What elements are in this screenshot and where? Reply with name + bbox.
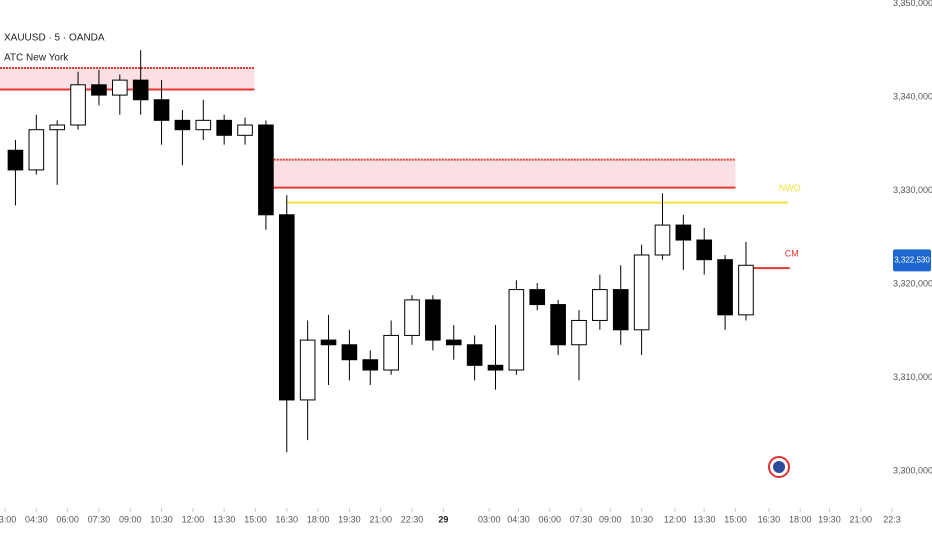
candle-body: [132, 79, 149, 101]
candle-body: [112, 79, 128, 96]
candle-body: [49, 124, 65, 131]
x-tick-label: 21:00: [849, 514, 872, 524]
chart-title: XAUUSD · 5 · OANDA: [4, 33, 105, 44]
x-tick-label: 07:30: [570, 514, 593, 524]
x-tick-label: 07:30: [88, 514, 111, 524]
candle-body: [383, 334, 399, 371]
zone: [0, 67, 255, 90]
x-tick-label: 10:30: [630, 514, 653, 524]
candle-body: [216, 119, 232, 136]
candle-body: [717, 259, 733, 316]
candle-body: [612, 289, 629, 331]
x-tick-label: 03:00: [478, 514, 501, 524]
x-tick-label: 09:00: [119, 514, 142, 524]
candle-body: [529, 289, 546, 306]
x-tick-label: 12:00: [182, 514, 205, 524]
x-tick-label: 18:00: [307, 514, 330, 524]
candle-body: [404, 299, 420, 336]
x-tick-label: 16:30: [758, 514, 781, 524]
last-price-box: [893, 249, 931, 272]
candle-body: [278, 214, 295, 401]
candle-body: [70, 84, 86, 126]
x-tick-label: 04:30: [25, 514, 48, 524]
x-tick-label: 03:00: [0, 514, 16, 524]
candle-body: [487, 364, 504, 371]
x-tick-label: 15:00: [724, 514, 747, 524]
candle-body: [195, 119, 212, 131]
y-tick-label: 3,330,000: [893, 185, 932, 195]
logo: [768, 456, 790, 478]
candle-body: [320, 339, 337, 346]
candle-body: [571, 319, 587, 346]
x-tick-label: 19:30: [818, 514, 841, 524]
x-tick-label: 10:30: [150, 514, 173, 524]
candle-body: [362, 359, 379, 371]
candle-body: [153, 99, 170, 121]
candle-body: [466, 344, 483, 366]
x-tick-label: 13:30: [693, 514, 716, 524]
x-tick-label: 21:00: [369, 514, 392, 524]
x-tick-label: 19:30: [338, 514, 361, 524]
candle-body: [341, 344, 358, 361]
candle-body: [425, 299, 441, 341]
candle-body: [675, 224, 692, 241]
level-label: CM: [785, 248, 799, 258]
candle-body: [550, 304, 566, 346]
candle-body: [696, 239, 713, 261]
x-tick-label: 06:00: [56, 514, 79, 524]
y-tick-label: 3,350,000: [893, 0, 932, 8]
candle-body: [237, 124, 253, 136]
y-tick-label: 3,310,000: [893, 372, 932, 382]
candle-body: [91, 84, 107, 96]
candle-body: [738, 264, 754, 316]
candle-body: [445, 339, 462, 346]
x-tick-label: 13:30: [213, 514, 236, 524]
zone: [261, 159, 736, 188]
x-tick-label: 22:3: [883, 514, 901, 524]
y-tick-label: 3,320,000: [893, 278, 932, 288]
candle-body: [28, 129, 45, 171]
candle-body: [258, 124, 274, 216]
x-tick-label: 15:00: [244, 514, 267, 524]
x-tick-label: 18:00: [789, 514, 812, 524]
x-tick-label: 06:00: [539, 514, 562, 524]
candle-body: [299, 339, 316, 401]
y-tick-label: 3,340,000: [893, 91, 932, 101]
candle-body: [633, 254, 650, 331]
candle-body: [654, 224, 671, 256]
indicator-label: ATC New York: [4, 53, 69, 64]
candle-body: [592, 289, 608, 321]
x-tick-label: 16:30: [276, 514, 299, 524]
level-label: NWO: [779, 183, 801, 193]
x-tick-label: 04:30: [507, 514, 530, 524]
candle-body: [174, 119, 191, 131]
last-price-label: 3,322,530: [894, 255, 930, 264]
x-tick-label: 29: [438, 514, 448, 524]
x-tick-label: 22:30: [401, 514, 424, 524]
x-tick-label: 12:00: [664, 514, 687, 524]
candle-body: [508, 289, 525, 371]
x-tick-label: 09:00: [599, 514, 622, 524]
candle-body: [7, 149, 24, 171]
y-tick-label: 3,300,000: [893, 465, 932, 475]
